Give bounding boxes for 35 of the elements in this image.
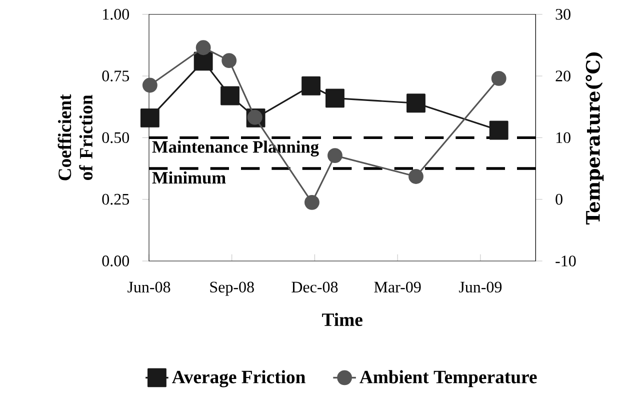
y-tick-label: 0.00 (102, 256, 130, 266)
y2-tick-label: 10 (556, 132, 570, 144)
point (196, 40, 211, 56)
point (304, 194, 320, 210)
point (491, 71, 506, 86)
point (328, 148, 342, 164)
y-tick-label: 1.00 (103, 8, 130, 20)
y-tick-label: 0.25 (102, 194, 130, 205)
y-tick-label: 0.50 (102, 132, 130, 144)
point (326, 88, 344, 108)
point (489, 120, 508, 140)
y2-axis-title: Temperature(℃) (586, 52, 604, 225)
legend-label: Average Friction (172, 370, 306, 388)
x-axis-title: Time (322, 312, 362, 326)
y2-tick-label: 0 (556, 194, 562, 205)
point (406, 94, 426, 113)
y2-tick-label: 30 (556, 8, 570, 20)
point (222, 53, 237, 68)
point (408, 169, 424, 184)
legend-label: Ambient Temperature (360, 370, 537, 388)
y-axis-title: Coefficient of Friction (58, 94, 92, 180)
x-tick-label: Sep-08 (210, 282, 254, 296)
y-tick-label: 0.75 (102, 70, 130, 82)
point (302, 76, 321, 96)
x-tick-label: Jun-09 (458, 282, 502, 292)
point (220, 86, 240, 106)
x-tick-label: Jun-08 (128, 282, 170, 292)
point (140, 108, 160, 128)
point (247, 110, 262, 125)
y2-tick-label: -10 (556, 256, 576, 266)
x-tick-label: Mar-09 (374, 282, 421, 292)
ref-line-label: Minimum (152, 171, 226, 184)
x-tick-label: Dec-08 (292, 282, 338, 292)
point (142, 78, 158, 93)
y2-tick-label: 20 (556, 70, 570, 82)
